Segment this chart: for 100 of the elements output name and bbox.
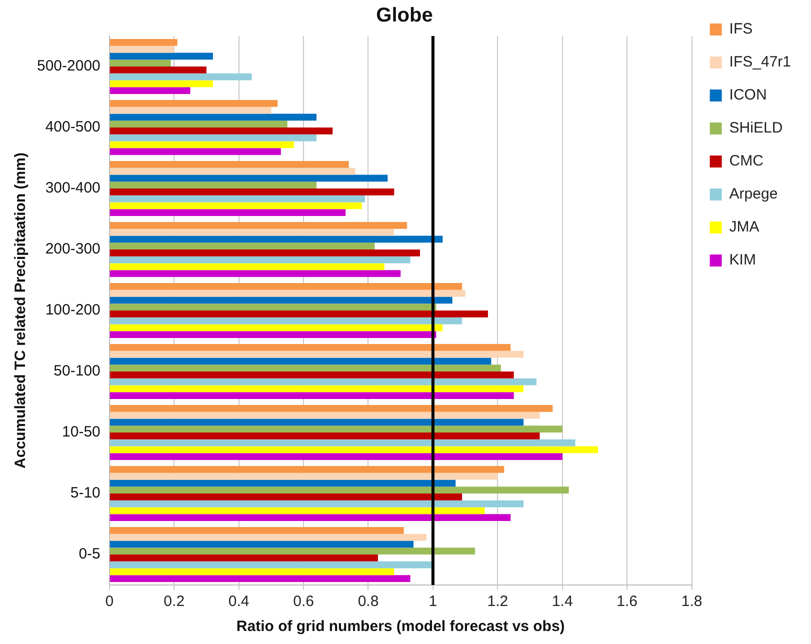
bar	[110, 331, 436, 338]
bar	[110, 507, 485, 514]
x-tick-label: 1.4	[552, 593, 573, 610]
bar	[110, 228, 394, 236]
bar	[110, 242, 375, 250]
bar	[110, 73, 252, 80]
bar	[110, 100, 278, 107]
bar	[110, 209, 346, 216]
x-axis-title: Ratio of grid numbers (model forecast vs obs)	[236, 618, 565, 636]
bar	[110, 134, 316, 142]
x-tick-label: 0.2	[164, 593, 185, 610]
bar	[110, 364, 501, 372]
bar	[110, 446, 598, 454]
chart-title: Globe	[376, 4, 433, 27]
x-tick-label: 1.8	[681, 593, 702, 610]
bar	[110, 344, 511, 351]
bar	[110, 52, 213, 60]
y-tick-label: 5-10	[70, 484, 100, 502]
bar	[110, 39, 178, 46]
bar	[110, 426, 562, 432]
y-tick-label: 400-500	[45, 118, 100, 136]
bar	[110, 350, 524, 358]
bar	[110, 554, 378, 562]
bar	[110, 182, 316, 188]
bar	[110, 290, 466, 297]
bar	[110, 486, 569, 494]
bar	[110, 385, 524, 392]
bar	[110, 568, 394, 576]
bar	[110, 324, 443, 332]
x-tick-label: 1	[428, 593, 438, 610]
bar	[110, 453, 562, 460]
bar	[110, 466, 504, 473]
bar	[110, 561, 433, 568]
bar	[110, 310, 488, 318]
bar	[110, 141, 294, 148]
y-tick-label: 10-50	[62, 424, 100, 441]
legend-label: KIM	[729, 252, 756, 269]
x-tick-label: 0	[105, 593, 114, 610]
bar	[110, 263, 384, 270]
bar	[110, 412, 540, 419]
bar	[110, 270, 401, 277]
legend-label: SHiELD	[729, 120, 783, 137]
x-tick-label: 1.2	[487, 593, 508, 610]
bar	[110, 60, 171, 66]
y-axis-title: Accumulated TC related Precipitaation (mm)	[12, 152, 30, 468]
y-tick-label: 500-2000	[36, 58, 100, 75]
bar	[110, 358, 492, 365]
bar	[110, 296, 452, 304]
legend-label: JMA	[729, 218, 760, 236]
bar	[110, 168, 356, 175]
bar	[110, 317, 462, 324]
bar	[110, 250, 420, 256]
bar	[110, 195, 366, 202]
legend-label: ICON	[729, 86, 767, 104]
bar	[110, 87, 190, 94]
x-tick-label: 0.4	[228, 593, 250, 610]
bar	[110, 174, 388, 182]
bar	[110, 540, 414, 548]
bar	[110, 128, 333, 134]
bar	[110, 439, 576, 446]
bar	[110, 378, 536, 386]
legend-label: IFS_47r1	[729, 54, 792, 71]
bar	[110, 372, 514, 378]
bar	[110, 472, 498, 480]
bar	[110, 222, 408, 229]
y-tick-label: 100-200	[45, 302, 100, 319]
bar	[110, 256, 410, 264]
y-tick-label: 50-100	[54, 362, 100, 380]
bar	[110, 405, 553, 412]
x-tick-label: 0.8	[358, 593, 379, 610]
bar	[110, 480, 456, 487]
bar	[110, 148, 281, 155]
bar	[110, 161, 349, 168]
bar	[110, 120, 288, 128]
bar	[110, 46, 174, 53]
bar	[110, 514, 511, 521]
bar	[110, 106, 272, 114]
legend-label: CMC	[729, 152, 764, 170]
y-tick-label: 0-5	[78, 546, 100, 563]
bar	[110, 494, 462, 500]
bar	[110, 188, 394, 196]
x-tick-label: 1.6	[616, 593, 638, 610]
bar	[110, 283, 462, 290]
bar	[110, 548, 476, 554]
bar	[110, 527, 404, 534]
x-tick-label: 0.6	[293, 593, 314, 610]
bar	[110, 66, 206, 74]
bar	[110, 114, 316, 121]
y-tick-label: 200-300	[45, 240, 100, 258]
bar	[110, 418, 524, 426]
bar	[110, 202, 362, 210]
bar	[110, 236, 443, 243]
bar	[110, 304, 436, 310]
y-tick-label: 300-400	[45, 180, 100, 197]
legend-label: IFS	[729, 20, 753, 38]
bar	[110, 500, 524, 508]
bar	[110, 80, 213, 88]
bar	[110, 432, 540, 440]
legend-label: Arpege	[729, 186, 778, 203]
bar	[110, 575, 410, 582]
